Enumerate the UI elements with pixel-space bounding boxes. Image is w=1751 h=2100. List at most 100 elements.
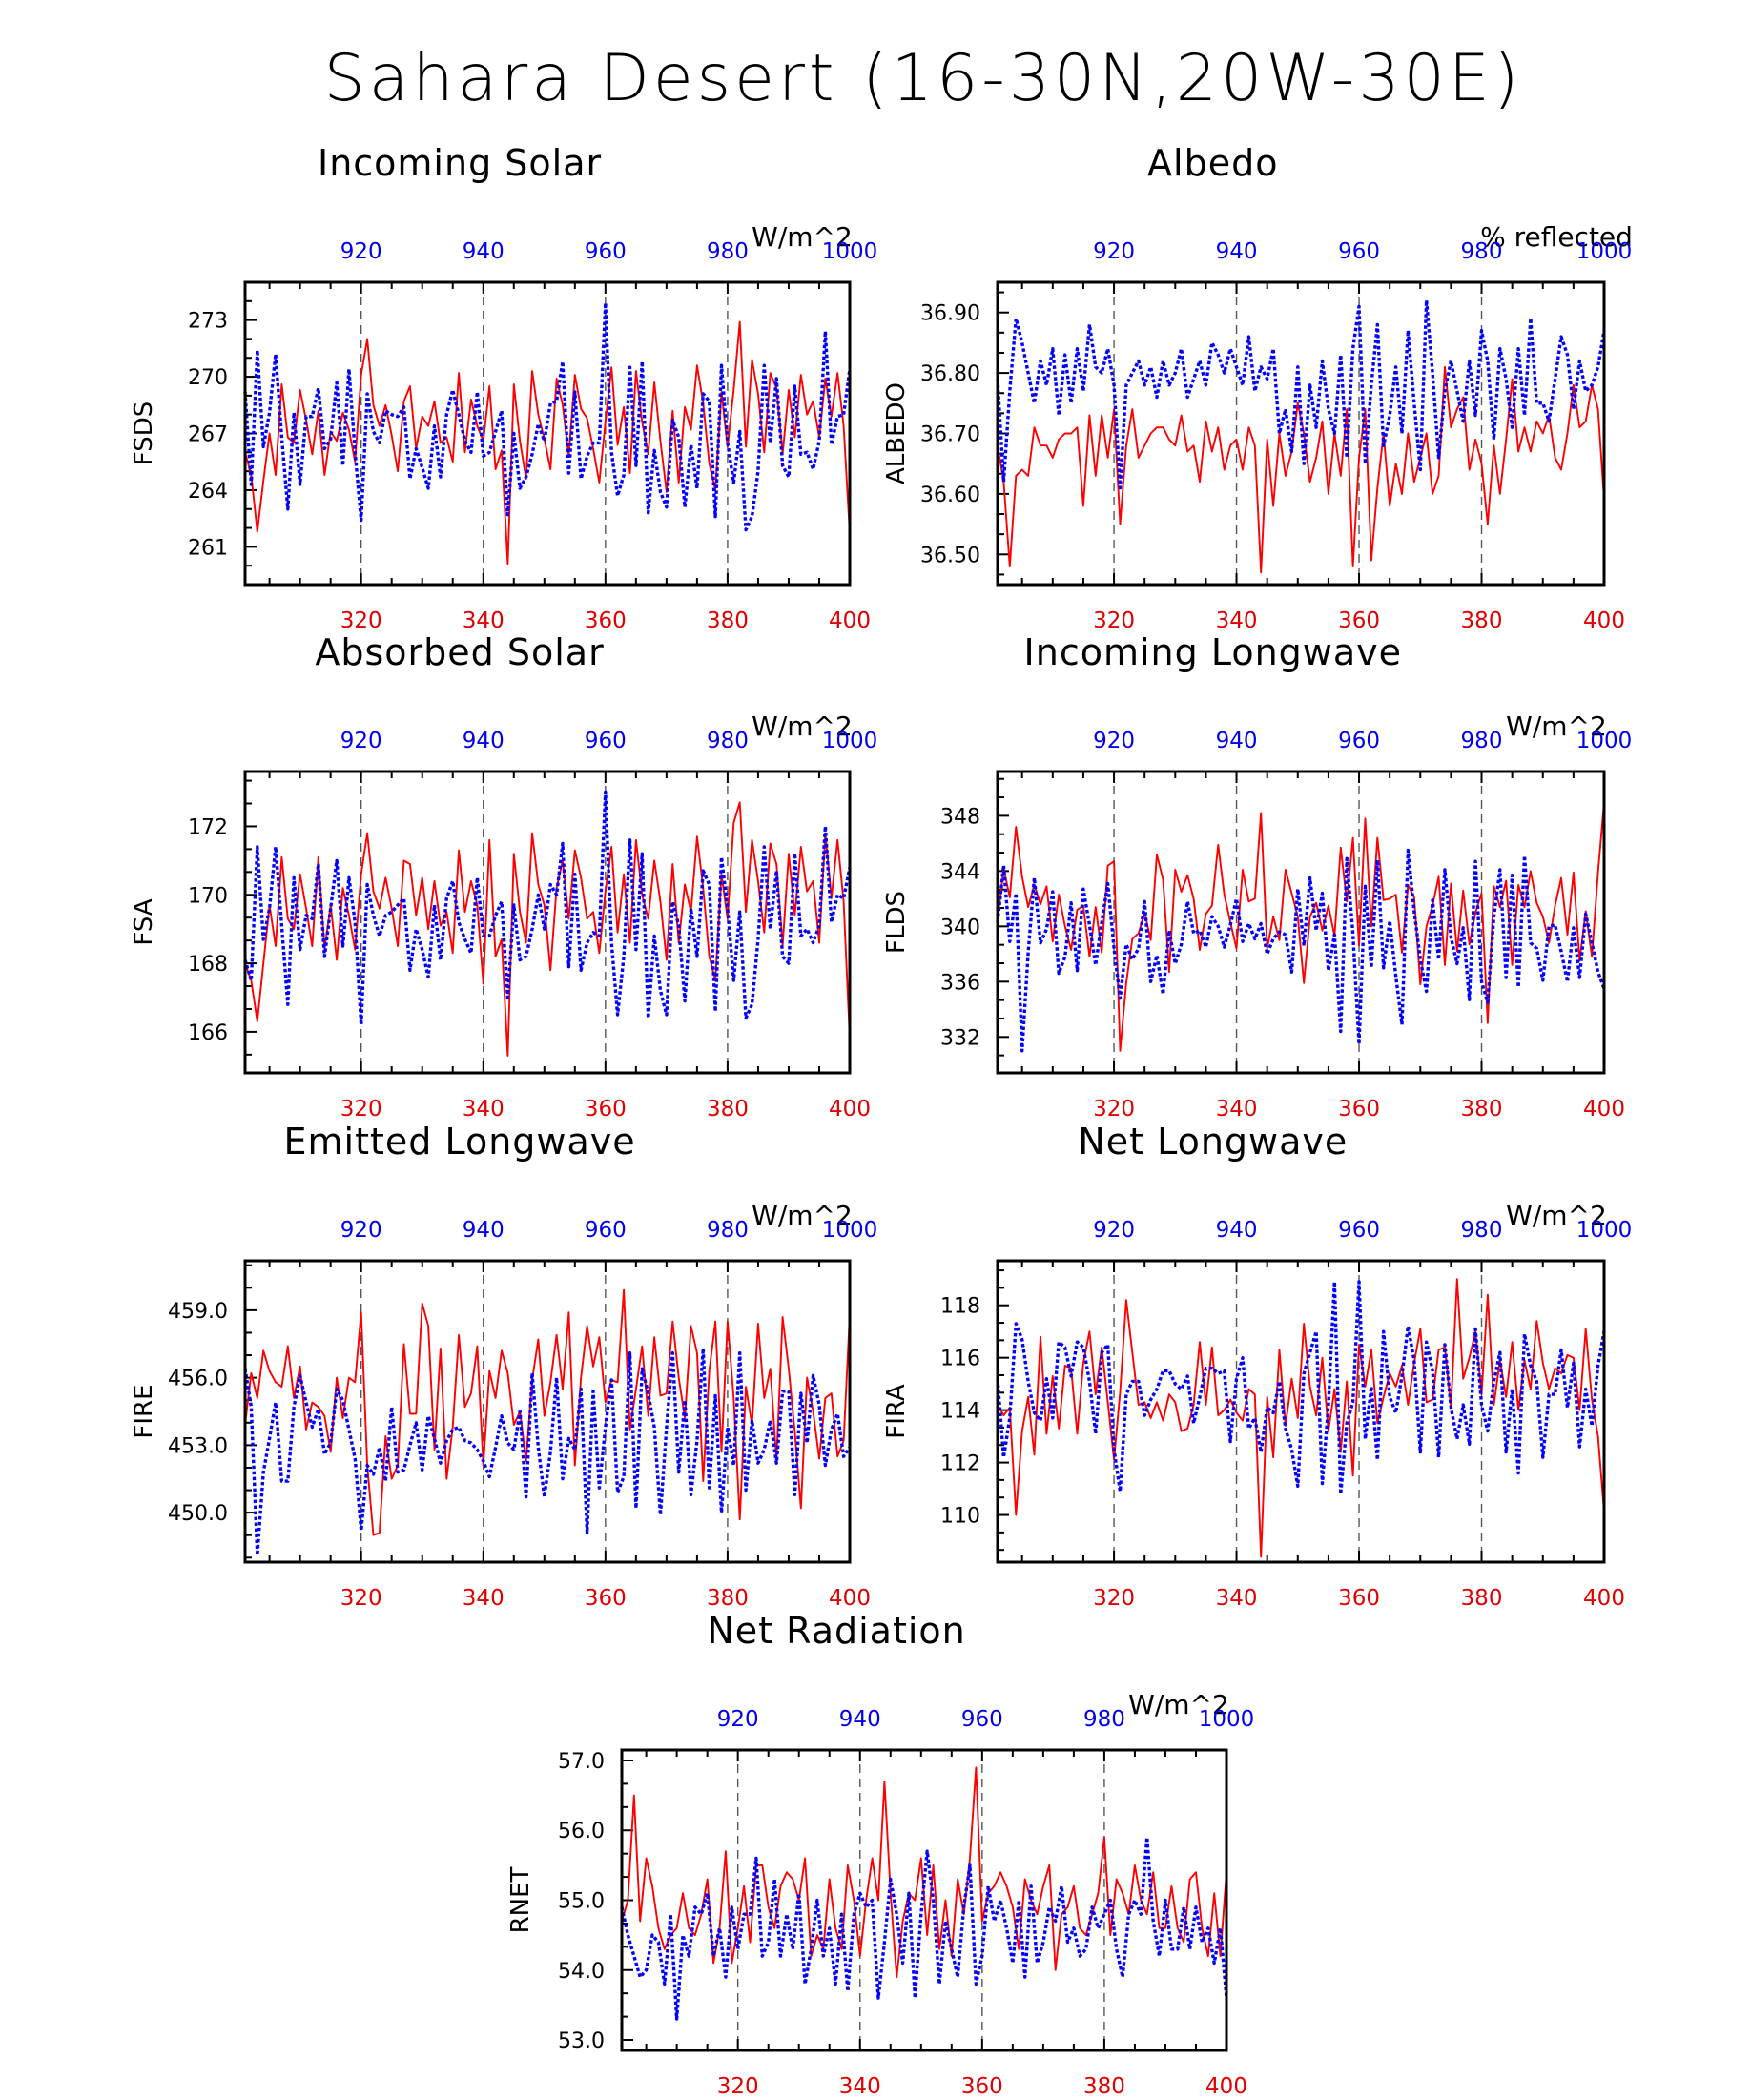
chart-rnet: Net Radiation W/m^2 RNET 53.0 54.0 55.0 56.0 57… bbox=[506, 1610, 1254, 2099]
y-tick-label: 267 bbox=[188, 423, 228, 447]
top-x-tick-label: 1000 bbox=[1576, 1218, 1633, 1243]
x-tick-label: 360 bbox=[585, 608, 627, 633]
top-x-tick-label: 980 bbox=[1083, 1707, 1125, 1732]
top-x-tick-label: 1000 bbox=[1576, 239, 1633, 264]
top-x-tick-label: 920 bbox=[1093, 239, 1135, 264]
top-x-tick-label: 940 bbox=[1216, 239, 1258, 264]
top-x-tick-label: 920 bbox=[1093, 1218, 1135, 1243]
y-tick-label: 450.0 bbox=[168, 1502, 228, 1526]
series-line-top-axis bbox=[243, 301, 852, 532]
top-x-tick-label: 960 bbox=[1338, 239, 1380, 264]
x-tick-label: 380 bbox=[1461, 1586, 1503, 1611]
y-tick-label: 112 bbox=[940, 1452, 980, 1476]
x-tick-label: 360 bbox=[1338, 1586, 1380, 1611]
plot-frame bbox=[243, 280, 852, 587]
top-x-tick-label: 940 bbox=[1216, 1218, 1258, 1243]
series-line-bottom-axis bbox=[244, 1288, 851, 1536]
plot-frame bbox=[243, 770, 852, 1075]
x-tick-label: 400 bbox=[829, 1586, 871, 1611]
panel-title: Incoming Longwave bbox=[1024, 631, 1402, 673]
top-x-tick-label: 980 bbox=[707, 1218, 749, 1243]
x-tick-label: 380 bbox=[1461, 608, 1503, 633]
plot-frame bbox=[996, 280, 1606, 587]
y-tick-label: 36.50 bbox=[920, 544, 980, 567]
units-label: W/m^2 bbox=[1506, 710, 1607, 742]
x-tick-label: 340 bbox=[839, 2074, 881, 2099]
y-tick-label: 118 bbox=[940, 1295, 980, 1319]
y-axis-label: FIRA bbox=[882, 1384, 911, 1439]
x-tick-label: 400 bbox=[1583, 608, 1625, 633]
y-tick-label: 270 bbox=[188, 366, 228, 390]
chart-fsa: Absorbed Solar W/m^2 FSA 166 168 170 172 320 340… bbox=[130, 631, 877, 1122]
units-label: W/m^2 bbox=[752, 710, 853, 742]
top-x-tick-label: 1000 bbox=[822, 729, 878, 753]
y-tick-label: 459.0 bbox=[168, 1300, 228, 1324]
y-tick-label: 453.0 bbox=[168, 1434, 228, 1458]
series-line-bottom-axis bbox=[997, 1278, 1605, 1558]
series-line-bottom-axis bbox=[997, 801, 1605, 1052]
series-line-top-axis bbox=[996, 1280, 1606, 1496]
units-label: % reflected bbox=[1480, 221, 1633, 253]
x-tick-label: 360 bbox=[585, 1097, 627, 1122]
x-tick-label: 360 bbox=[1338, 1097, 1380, 1122]
y-axis-label: FSDS bbox=[130, 401, 158, 466]
top-x-tick-label: 980 bbox=[1461, 1218, 1503, 1243]
top-x-tick-label: 960 bbox=[585, 729, 627, 753]
series-line-top-axis bbox=[620, 1835, 1228, 2021]
series-line-bottom-axis bbox=[244, 320, 851, 566]
x-tick-label: 340 bbox=[1216, 608, 1258, 633]
y-tick-label: 116 bbox=[940, 1348, 980, 1371]
top-x-tick-label: 940 bbox=[839, 1707, 881, 1732]
y-tick-label: 273 bbox=[188, 310, 228, 334]
plot-frame bbox=[996, 1259, 1606, 1564]
top-x-tick-label: 960 bbox=[585, 1218, 627, 1243]
y-axis-label: RNET bbox=[506, 1866, 535, 1933]
top-x-tick-label: 940 bbox=[463, 1218, 505, 1243]
y-tick-label: 166 bbox=[188, 1021, 228, 1045]
plot-frame bbox=[996, 770, 1606, 1075]
x-tick-label: 400 bbox=[1583, 1586, 1625, 1611]
panel-title: Incoming Solar bbox=[318, 142, 602, 184]
y-tick-label: 36.80 bbox=[920, 362, 980, 386]
panel-title: Net Radiation bbox=[707, 1610, 965, 1652]
y-tick-label: 170 bbox=[188, 884, 228, 908]
x-tick-label: 320 bbox=[340, 608, 382, 633]
x-tick-label: 380 bbox=[1083, 2074, 1125, 2099]
chart-flds: Incoming Longwave W/m^2 FLDS 332 336 340 344 34… bbox=[882, 631, 1632, 1122]
top-x-tick-label: 920 bbox=[340, 1218, 382, 1243]
x-tick-label: 340 bbox=[1216, 1097, 1258, 1122]
panel-title: Net Longwave bbox=[1078, 1121, 1348, 1163]
y-tick-label: 56.0 bbox=[558, 1820, 605, 1843]
panels-group: Incoming Solar W/m^2 FSDS 261 264 267 270 273 32… bbox=[130, 142, 1633, 2099]
y-tick-label: 57.0 bbox=[558, 1750, 605, 1774]
plot-frame bbox=[620, 1748, 1228, 2052]
x-tick-label: 360 bbox=[585, 1586, 627, 1611]
y-tick-label: 110 bbox=[940, 1505, 980, 1529]
x-tick-label: 340 bbox=[1216, 1586, 1258, 1611]
x-tick-label: 380 bbox=[1461, 1097, 1503, 1122]
top-x-tick-label: 960 bbox=[585, 239, 627, 264]
x-tick-label: 380 bbox=[707, 1097, 749, 1122]
series-line-bottom-axis bbox=[621, 1766, 1227, 1979]
top-x-tick-label: 1000 bbox=[1199, 1707, 1255, 1732]
y-tick-label: 456.0 bbox=[168, 1368, 228, 1391]
y-tick-label: 114 bbox=[940, 1400, 980, 1424]
y-tick-label: 261 bbox=[188, 536, 228, 560]
x-tick-label: 360 bbox=[1338, 608, 1380, 633]
x-tick-label: 320 bbox=[340, 1097, 382, 1122]
top-x-tick-label: 960 bbox=[1338, 1218, 1380, 1243]
units-label: W/m^2 bbox=[752, 221, 853, 253]
chart-fira: Net Longwave W/m^2 FIRA 110 112 114 116 118 320 3… bbox=[882, 1121, 1632, 1611]
y-tick-label: 36.90 bbox=[920, 302, 980, 326]
top-x-tick-label: 960 bbox=[1338, 729, 1380, 753]
panel-title: Emitted Longwave bbox=[283, 1121, 635, 1163]
top-x-tick-label: 920 bbox=[340, 729, 382, 753]
units-label: W/m^2 bbox=[1128, 1689, 1229, 1720]
x-tick-label: 320 bbox=[1093, 1097, 1135, 1122]
x-tick-label: 400 bbox=[829, 608, 871, 633]
y-tick-label: 168 bbox=[188, 953, 228, 977]
x-tick-label: 340 bbox=[463, 1097, 505, 1122]
x-tick-label: 380 bbox=[707, 1586, 749, 1611]
y-axis-label: FSA bbox=[130, 898, 158, 945]
